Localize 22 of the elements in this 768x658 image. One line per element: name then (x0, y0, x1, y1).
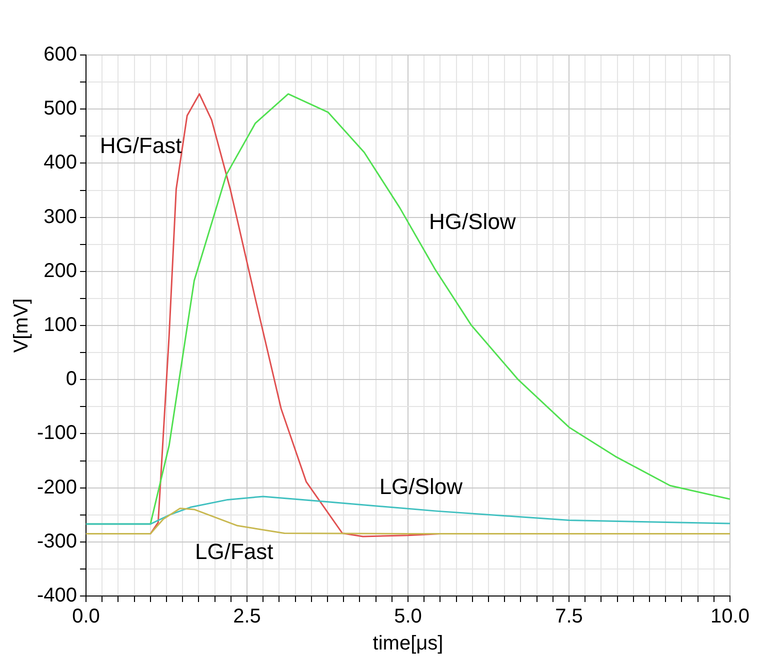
x-tick-label: 7.5 (555, 606, 583, 628)
x-tick-label: 10.0 (710, 606, 750, 628)
x-tick-label: 2.5 (233, 606, 261, 628)
y-tick-label: -100 (37, 422, 78, 444)
y-tick-label: 200 (44, 260, 78, 282)
y-tick-label: -200 (37, 476, 78, 498)
series-label: HG/Slow (429, 208, 516, 234)
y-axis-title: V[mV] (10, 298, 33, 353)
y-tick-label: 400 (44, 152, 78, 174)
series-label: HG/Fast (100, 133, 182, 158)
y-tick-label: -300 (37, 530, 78, 552)
y-tick-label: 0 (66, 368, 78, 390)
x-axis-title: time[μs] (372, 632, 444, 655)
y-tick-label: 300 (44, 206, 78, 228)
y-tick-label: 600 (44, 44, 78, 66)
series-label: LG/Fast (195, 538, 274, 564)
x-tick-label: 5.0 (394, 606, 422, 628)
y-tick-label: 100 (44, 314, 78, 336)
series-label: LG/Slow (379, 474, 463, 499)
x-tick-label: 0.0 (72, 606, 100, 628)
y-tick-label: -400 (37, 584, 78, 607)
y-tick-label: 500 (44, 98, 78, 120)
